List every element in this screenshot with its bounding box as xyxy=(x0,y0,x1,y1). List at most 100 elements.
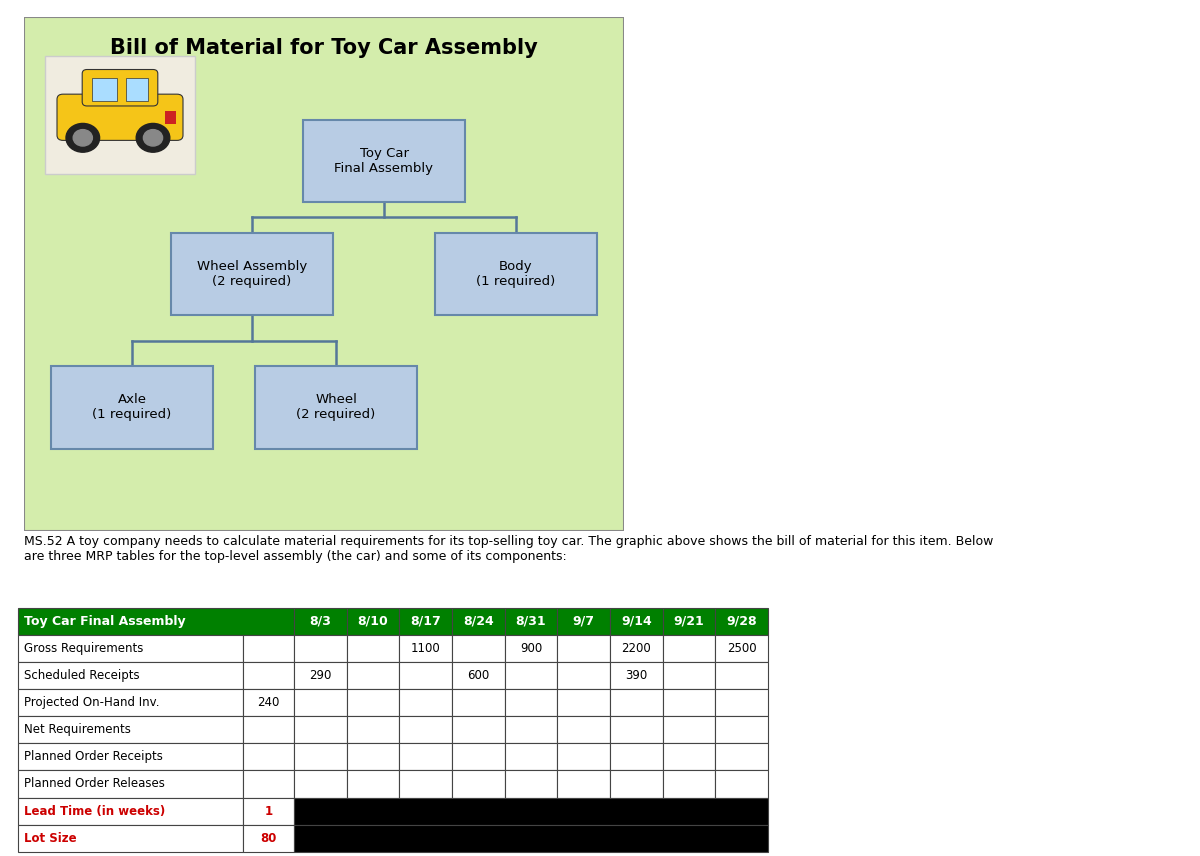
Bar xyxy=(505,635,557,662)
Bar xyxy=(715,716,768,743)
Circle shape xyxy=(66,123,100,152)
Text: MS.52 A toy company needs to calculate material requirements for its top-selling: MS.52 A toy company needs to calculate m… xyxy=(24,535,994,563)
Text: 8/31: 8/31 xyxy=(516,615,546,627)
Bar xyxy=(715,689,768,716)
Text: Planned Order Receipts: Planned Order Receipts xyxy=(24,751,163,764)
Bar xyxy=(294,798,768,824)
Bar xyxy=(662,770,715,798)
Bar xyxy=(452,635,505,662)
FancyBboxPatch shape xyxy=(50,366,214,449)
Bar xyxy=(400,743,452,770)
Bar xyxy=(242,716,294,743)
Bar xyxy=(400,716,452,743)
Text: 240: 240 xyxy=(257,696,280,709)
Bar xyxy=(18,635,242,662)
Bar xyxy=(242,662,294,689)
Bar xyxy=(505,743,557,770)
Bar xyxy=(715,662,768,689)
Text: Toy Car
Final Assembly: Toy Car Final Assembly xyxy=(335,147,433,175)
Bar xyxy=(610,689,662,716)
Bar xyxy=(557,770,610,798)
Text: Wheel Assembly
(2 required): Wheel Assembly (2 required) xyxy=(197,260,307,288)
Bar xyxy=(715,770,768,798)
Text: 9/28: 9/28 xyxy=(726,615,757,627)
Text: 900: 900 xyxy=(520,642,542,655)
FancyBboxPatch shape xyxy=(256,366,418,449)
Bar xyxy=(242,635,294,662)
Bar xyxy=(557,743,610,770)
Bar xyxy=(662,608,715,635)
Bar xyxy=(294,716,347,743)
Bar xyxy=(294,608,347,635)
Text: 290: 290 xyxy=(310,669,331,682)
Bar xyxy=(242,798,294,824)
Bar xyxy=(557,689,610,716)
Bar xyxy=(610,770,662,798)
Text: Wheel
(2 required): Wheel (2 required) xyxy=(296,394,376,421)
Bar xyxy=(400,662,452,689)
Bar xyxy=(242,689,294,716)
Bar xyxy=(610,608,662,635)
Bar xyxy=(294,770,347,798)
Text: 600: 600 xyxy=(467,669,490,682)
Text: Toy Car Final Assembly: Toy Car Final Assembly xyxy=(24,615,186,627)
Bar xyxy=(505,608,557,635)
Text: 2500: 2500 xyxy=(727,642,756,655)
Bar xyxy=(242,770,294,798)
Text: 9/14: 9/14 xyxy=(620,615,652,627)
Bar xyxy=(18,770,242,798)
Bar xyxy=(662,689,715,716)
Text: 390: 390 xyxy=(625,669,648,682)
Bar xyxy=(347,716,400,743)
Bar xyxy=(347,662,400,689)
Bar xyxy=(400,770,452,798)
Bar xyxy=(294,689,347,716)
FancyBboxPatch shape xyxy=(172,233,334,315)
Bar xyxy=(662,743,715,770)
Bar xyxy=(452,689,505,716)
Text: Planned Order Releases: Planned Order Releases xyxy=(24,777,164,790)
FancyBboxPatch shape xyxy=(58,94,182,140)
Bar xyxy=(400,689,452,716)
Bar xyxy=(610,716,662,743)
FancyBboxPatch shape xyxy=(24,17,624,531)
Text: 80: 80 xyxy=(260,832,277,845)
FancyBboxPatch shape xyxy=(126,78,148,101)
Bar xyxy=(294,824,768,852)
Bar xyxy=(18,662,242,689)
Bar xyxy=(662,716,715,743)
Bar xyxy=(505,662,557,689)
Bar xyxy=(557,716,610,743)
Text: Projected On-Hand Inv.: Projected On-Hand Inv. xyxy=(24,696,160,709)
Bar xyxy=(242,824,294,852)
Text: Lead Time (in weeks): Lead Time (in weeks) xyxy=(24,805,166,817)
Bar xyxy=(400,635,452,662)
Bar xyxy=(715,635,768,662)
Bar xyxy=(347,635,400,662)
Bar xyxy=(294,743,347,770)
Circle shape xyxy=(144,129,163,146)
FancyBboxPatch shape xyxy=(82,69,158,106)
Bar xyxy=(610,662,662,689)
Bar xyxy=(400,608,452,635)
Bar xyxy=(452,608,505,635)
Bar xyxy=(294,662,347,689)
Text: 1100: 1100 xyxy=(410,642,440,655)
Bar xyxy=(18,608,294,635)
Text: 2200: 2200 xyxy=(622,642,652,655)
Text: 8/3: 8/3 xyxy=(310,615,331,627)
FancyBboxPatch shape xyxy=(46,56,196,174)
Bar xyxy=(715,743,768,770)
Text: 9/21: 9/21 xyxy=(673,615,704,627)
FancyBboxPatch shape xyxy=(434,233,598,315)
Text: 8/17: 8/17 xyxy=(410,615,442,627)
Bar xyxy=(18,743,242,770)
Bar xyxy=(347,770,400,798)
Bar xyxy=(557,608,610,635)
Text: 8/24: 8/24 xyxy=(463,615,493,627)
Bar xyxy=(18,716,242,743)
Bar xyxy=(505,770,557,798)
Text: Net Requirements: Net Requirements xyxy=(24,723,131,736)
Text: 8/10: 8/10 xyxy=(358,615,389,627)
FancyBboxPatch shape xyxy=(166,111,176,124)
